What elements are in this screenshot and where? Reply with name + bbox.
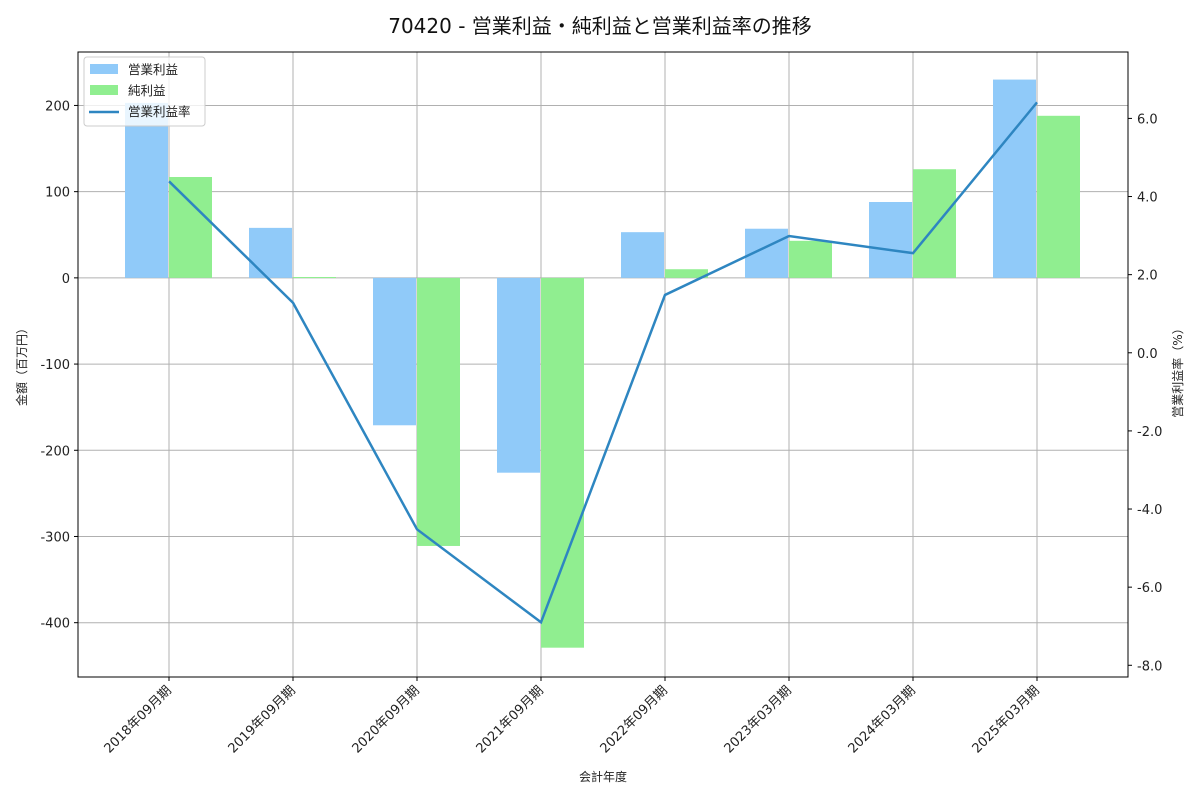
chart-title: 70420 - 営業利益・純利益と営業利益率の推移 bbox=[388, 14, 812, 38]
x-tick-label: 2024年03月期 bbox=[846, 683, 919, 756]
x-tick-label: 2025年03月期 bbox=[970, 683, 1043, 756]
y2-tick-label: -8.0 bbox=[1137, 659, 1162, 674]
y2-tick-label: 4.0 bbox=[1137, 191, 1158, 206]
net-profit-bar bbox=[1037, 115, 1080, 278]
bars bbox=[125, 79, 1080, 648]
y-tick-label: 100 bbox=[45, 186, 70, 201]
legend-label-margin: 営業利益率 bbox=[128, 104, 191, 119]
net-profit-bar bbox=[169, 177, 212, 278]
legend-swatch-operating-profit bbox=[90, 64, 118, 74]
net-profit-bar bbox=[293, 277, 336, 278]
right-axis-ticks: -8.0 -6.0 -4.0 -2.0 0.0 2.0 4.0 6.0 bbox=[1128, 112, 1162, 674]
x-tick-label: 2020年09月期 bbox=[350, 683, 423, 756]
operating-profit-bar bbox=[869, 202, 912, 278]
operating-profit-bar bbox=[373, 277, 416, 426]
net-profit-bar bbox=[541, 277, 584, 648]
y-tick-label: -100 bbox=[40, 358, 70, 373]
y-tick-label: -400 bbox=[40, 617, 70, 632]
x-tick-label: 2021年09月期 bbox=[474, 683, 547, 756]
y2-tick-label: -6.0 bbox=[1137, 581, 1162, 596]
operating-profit-bar bbox=[621, 232, 664, 278]
operating-profit-bar bbox=[497, 277, 540, 473]
x-tick-label: 2019年09月期 bbox=[226, 683, 299, 756]
x-tick-label: 2023年03月期 bbox=[722, 683, 795, 756]
legend: 営業利益 純利益 営業利益率 bbox=[83, 56, 206, 127]
operating-profit-bar bbox=[125, 102, 168, 278]
y2-tick-label: 0.0 bbox=[1137, 347, 1158, 362]
operating-profit-bar bbox=[993, 79, 1036, 278]
net-profit-bar bbox=[913, 169, 956, 278]
x-tick-label: 2022年09月期 bbox=[598, 683, 671, 756]
y-tick-label: -300 bbox=[40, 530, 70, 545]
net-profit-bar bbox=[417, 277, 460, 546]
net-profit-bar bbox=[665, 269, 708, 278]
operating-profit-bar bbox=[249, 227, 292, 278]
margin-polyline bbox=[168, 101, 1038, 625]
y2-axis-label: 営業利益率（%） bbox=[1170, 322, 1185, 417]
x-axis-label: 会計年度 bbox=[579, 769, 627, 784]
y2-tick-label: -2.0 bbox=[1137, 425, 1162, 440]
legend-swatch-net-profit bbox=[90, 85, 118, 95]
x-axis-ticks: 2018年09月期 2019年09月期 2020年09月期 2021年09月期 2022… bbox=[102, 677, 1043, 757]
y-tick-label: 200 bbox=[45, 99, 70, 114]
legend-box bbox=[83, 56, 206, 127]
grid-lines bbox=[78, 52, 1128, 677]
net-profit-bar bbox=[789, 240, 832, 278]
y-tick-label: 0 bbox=[62, 272, 70, 287]
legend-label-operating-profit: 営業利益 bbox=[128, 62, 178, 77]
left-axis-ticks: -400 -300 -200 -100 0 100 200 bbox=[40, 99, 78, 632]
y-tick-label: -200 bbox=[40, 444, 70, 459]
operating-margin-line bbox=[168, 101, 1038, 625]
y2-tick-label: 2.0 bbox=[1137, 269, 1158, 284]
y2-tick-label: -4.0 bbox=[1137, 503, 1162, 518]
legend-label-net-profit: 純利益 bbox=[128, 83, 166, 98]
y-axis-label: 金額（百万円） bbox=[14, 322, 29, 406]
x-tick-label: 2018年09月期 bbox=[102, 683, 175, 756]
y2-tick-label: 6.0 bbox=[1137, 112, 1158, 127]
